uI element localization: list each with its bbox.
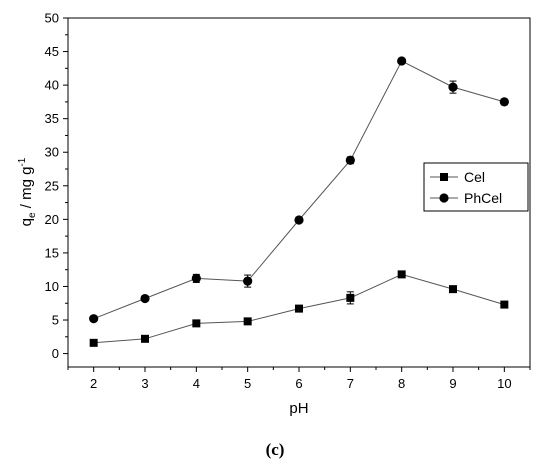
data-point-cel: [397, 270, 406, 279]
series-cel: [89, 270, 509, 347]
data-point-phcel: [448, 82, 458, 92]
data-point-cel: [500, 300, 509, 309]
legend-label-cel: Cel: [464, 169, 485, 185]
y-tick-label: 30: [45, 145, 59, 160]
y-axis: 0 5 10 15 20 25 30 35 40 45 50: [45, 11, 68, 361]
x-tick-label: 9: [449, 376, 456, 391]
data-point-phcel: [294, 215, 304, 225]
x-tick-label: 3: [141, 376, 148, 391]
x-tick-label: 2: [90, 376, 97, 391]
x-axis: 2 3 4 5 6 7 8 9 10: [67, 367, 531, 391]
series-phcel: [89, 56, 509, 324]
y-tick-label: 50: [45, 11, 59, 26]
legend: Cel PhCel: [423, 162, 529, 212]
data-point-cel: [243, 317, 252, 326]
y-tick-label: 15: [45, 245, 59, 260]
x-tick-label: 6: [295, 376, 302, 391]
data-point-phcel: [499, 97, 509, 107]
x-tick-label: 7: [347, 376, 354, 391]
data-point-cel: [192, 319, 201, 328]
data-point-cel: [449, 285, 457, 294]
data-point-phcel: [243, 276, 253, 286]
data-point-phcel: [397, 56, 407, 66]
data-point-cel: [141, 334, 149, 343]
legend-box: [423, 162, 529, 212]
data-point-cel: [346, 293, 355, 302]
panel-label: (c): [265, 440, 285, 459]
y-axis-title-rest: / mg g: [18, 167, 35, 213]
y-tick-label: 45: [45, 44, 59, 59]
y-axis-title-sup: -1: [17, 157, 28, 166]
y-tick-label: 0: [52, 346, 59, 361]
y-tick-label: 25: [45, 178, 59, 193]
x-tick-label: 4: [193, 376, 200, 391]
data-point-phcel: [345, 155, 355, 165]
x-tick-label: 8: [398, 376, 405, 391]
y-tick-label: 40: [45, 78, 59, 93]
x-tick-label: 10: [497, 376, 511, 391]
x-axis-title: pH: [289, 400, 308, 417]
y-axis-title-sub: e: [27, 212, 38, 218]
data-point-phcel: [89, 314, 99, 324]
y-tick-label: 35: [45, 111, 59, 126]
x-tick-label: 5: [244, 376, 251, 391]
data-point-cel: [89, 338, 98, 347]
data-point-phcel: [140, 293, 150, 304]
legend-marker-cel: [440, 173, 448, 181]
y-axis-title: qe / mg g-1: [17, 157, 38, 226]
y-tick-label: 20: [45, 212, 59, 227]
data-point-cel: [295, 304, 303, 313]
y-tick-label: 5: [52, 313, 59, 328]
series-layer: [89, 56, 509, 347]
data-point-phcel: [191, 273, 201, 284]
legend-label-phcel: PhCel: [464, 190, 502, 206]
y-axis-title-main: q: [18, 218, 35, 226]
legend-marker-phcel: [439, 193, 449, 203]
y-tick-label: 10: [45, 279, 59, 294]
